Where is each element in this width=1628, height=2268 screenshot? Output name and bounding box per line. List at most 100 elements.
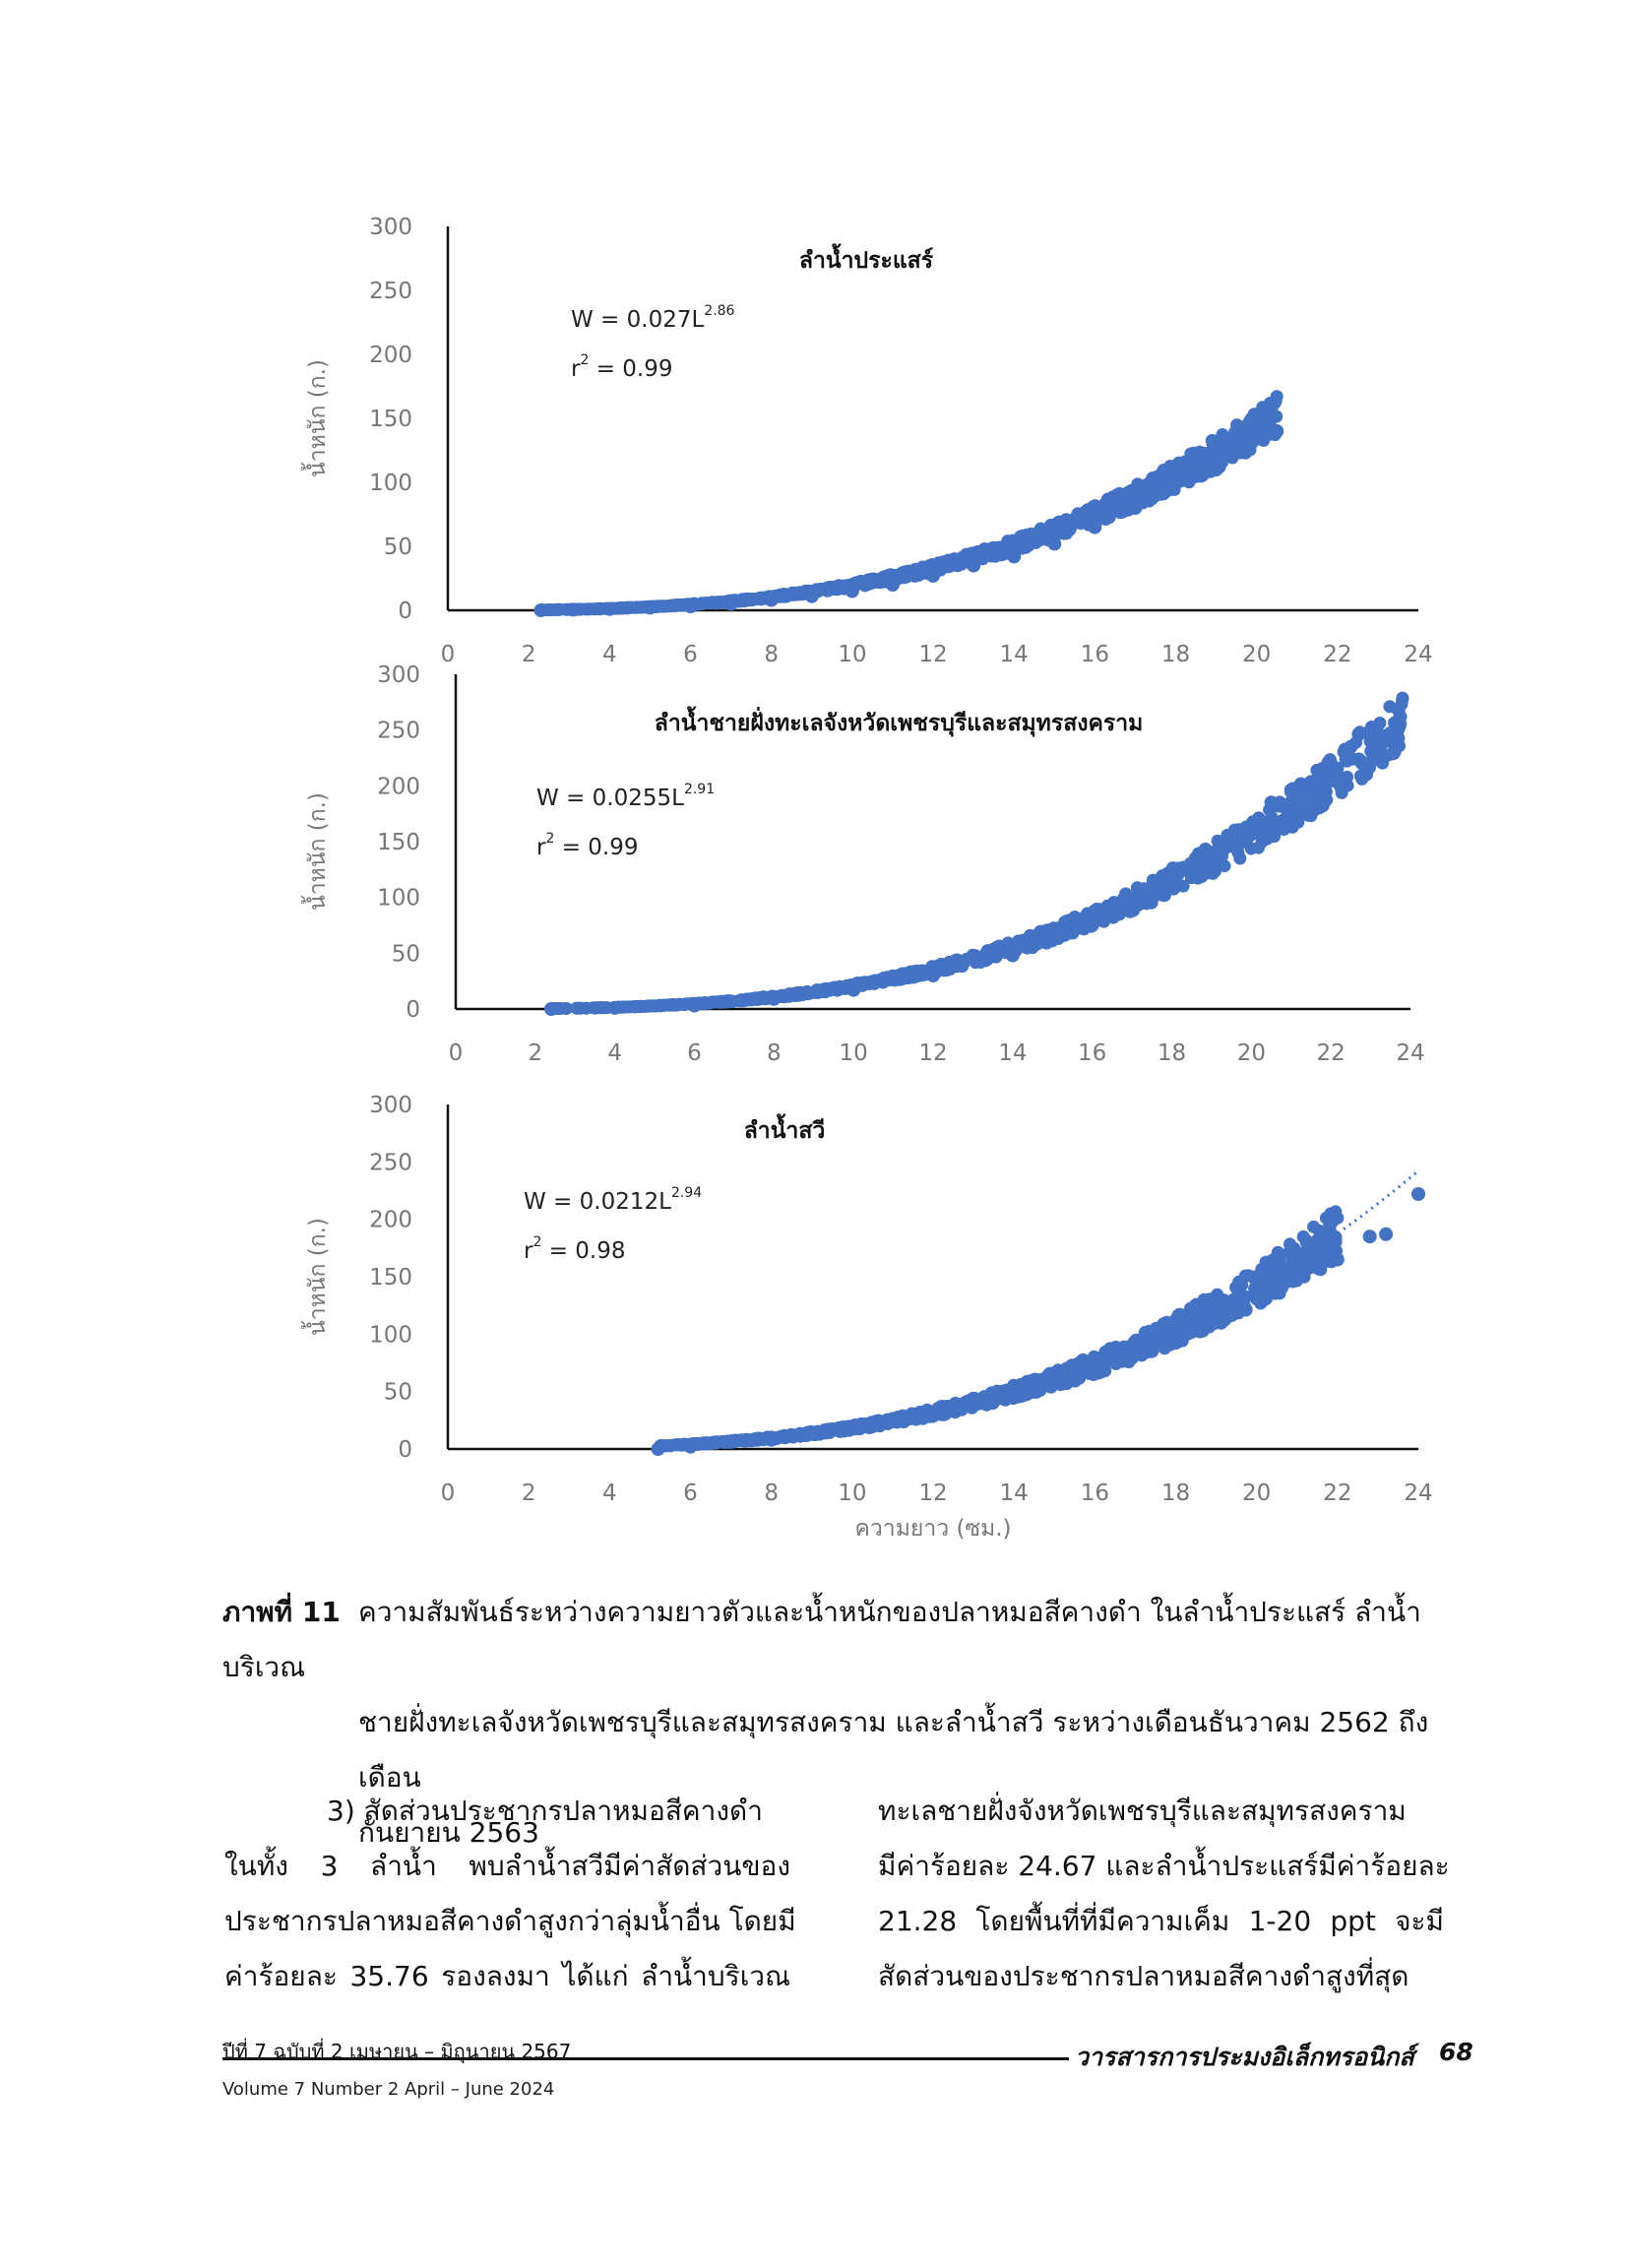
y-axis-label: น้ำหนัก (ก.) <box>301 1218 331 1336</box>
x-tick-label: 20 <box>1242 1480 1271 1506</box>
data-point <box>1289 1264 1304 1279</box>
caption-line: กันยายน 2563 <box>358 1816 539 1849</box>
data-point <box>1304 809 1318 823</box>
data-point <box>1277 813 1290 827</box>
r-exponent: 2 <box>532 1234 541 1250</box>
data-point <box>1054 1378 1068 1392</box>
data-point <box>1221 434 1235 448</box>
data-point <box>1087 1368 1100 1381</box>
data-point <box>667 598 681 612</box>
data-point <box>1097 914 1110 928</box>
equation-exponent: 2.86 <box>704 303 734 319</box>
data-point <box>1164 873 1179 888</box>
data-point <box>1026 941 1039 955</box>
x-tick-label: 4 <box>607 1040 622 1066</box>
data-point <box>687 998 702 1013</box>
regression-equation: W = 0.027L2.86 <box>571 303 735 333</box>
data-point <box>1238 442 1252 456</box>
x-tick-label: 18 <box>1158 1040 1186 1066</box>
x-tick-label: 4 <box>602 642 617 667</box>
data-point <box>623 1000 637 1014</box>
y-tick-label: 150 <box>377 830 420 855</box>
data-point <box>1319 785 1333 798</box>
data-point <box>779 1431 792 1445</box>
data-point <box>996 1388 1010 1402</box>
data-point <box>1060 1361 1074 1375</box>
data-point <box>1204 846 1219 860</box>
data-point <box>1252 1293 1266 1307</box>
data-point <box>1363 734 1378 748</box>
r-exponent: 2 <box>545 831 554 847</box>
data-point <box>845 1421 859 1435</box>
data-point <box>1007 549 1022 564</box>
x-tick-label: 14 <box>1000 1480 1029 1506</box>
footer-rule <box>222 2057 1069 2060</box>
x-tick-label: 16 <box>1081 642 1109 667</box>
data-point <box>1334 781 1347 794</box>
data-point <box>885 568 899 582</box>
caption-line: ชายฝั่งทะเลจังหวัดเพชรบุรีและสมุทรสงคราม… <box>358 1706 1429 1794</box>
x-tick-label: 20 <box>1237 1040 1266 1066</box>
data-point <box>1171 1332 1185 1346</box>
chart-title: ลำน้ำสวี <box>744 1113 826 1144</box>
data-point <box>744 993 758 1007</box>
data-point <box>1227 445 1241 459</box>
data-point <box>1311 1239 1324 1252</box>
data-point <box>1064 926 1077 940</box>
data-point <box>1088 520 1102 535</box>
data-point <box>718 995 731 1009</box>
x-tick-label: 6 <box>687 1040 702 1066</box>
data-point <box>683 599 698 614</box>
r-value: = 0.99 <box>589 356 672 382</box>
trend-line <box>657 1169 1419 1448</box>
r-symbol: r <box>524 1238 533 1264</box>
y-tick-label: 300 <box>377 662 420 688</box>
data-point <box>1211 856 1224 870</box>
data-point <box>1159 1336 1173 1349</box>
data-point <box>1230 835 1244 849</box>
caption-line: ความสัมพันธ์ระหว่างความยาวตัวและน้ำหนักข… <box>222 1596 1421 1683</box>
data-point <box>1085 918 1099 932</box>
data-point <box>937 963 951 976</box>
y-tick-label: 0 <box>398 1437 412 1463</box>
data-point <box>712 596 724 609</box>
x-tick-label: 12 <box>918 1480 947 1506</box>
data-point <box>1244 818 1259 832</box>
r-exponent: 2 <box>580 352 589 368</box>
x-tick-label: 2 <box>522 1480 536 1506</box>
footer-issue-en: Volume 7 Number 2 April – June 2024 <box>222 2079 555 2100</box>
data-point <box>803 1425 817 1439</box>
data-point <box>602 601 617 616</box>
body-line: ค่าร้อยละ 35.76 รองลงมา ได้แก่ ลำน้ำบริเ… <box>224 1960 790 1992</box>
regression-equation: W = 0.0212L2.94 <box>524 1185 702 1215</box>
y-tick-label: 50 <box>384 535 412 560</box>
data-point <box>893 973 907 986</box>
data-point <box>1215 1316 1228 1330</box>
data-point <box>981 952 995 965</box>
x-tick-label: 24 <box>1404 1480 1432 1506</box>
y-tick-label: 100 <box>369 471 412 496</box>
data-point <box>1057 527 1071 540</box>
r-value: = 0.99 <box>554 835 638 860</box>
y-tick-label: 250 <box>369 1150 412 1175</box>
x-tick-label: 22 <box>1323 642 1351 667</box>
data-point <box>1005 948 1020 963</box>
data-point <box>1373 717 1387 729</box>
data-point <box>710 1436 723 1450</box>
data-point <box>1388 716 1401 729</box>
equation-base: W = 0.0255L <box>536 786 684 811</box>
data-point <box>1340 754 1353 768</box>
data-point <box>764 1432 779 1447</box>
data-point <box>1330 1252 1345 1267</box>
chart-title: ลำน้ำชายฝั่งทะเลจังหวัดเพชรบุรีและสมุทรส… <box>655 706 1144 737</box>
footer-issue-th: ปีที่ 7 ฉบับที่ 2 เมษายน – มิถุนายน 2567 <box>222 2040 572 2063</box>
data-point <box>1329 1205 1343 1219</box>
y-tick-label: 50 <box>392 941 420 967</box>
data-point <box>865 576 879 590</box>
x-tick-label: 8 <box>764 1480 779 1506</box>
data-point <box>1234 1275 1248 1289</box>
data-point <box>723 597 738 611</box>
data-point <box>1344 739 1358 754</box>
data-point <box>1195 870 1209 884</box>
